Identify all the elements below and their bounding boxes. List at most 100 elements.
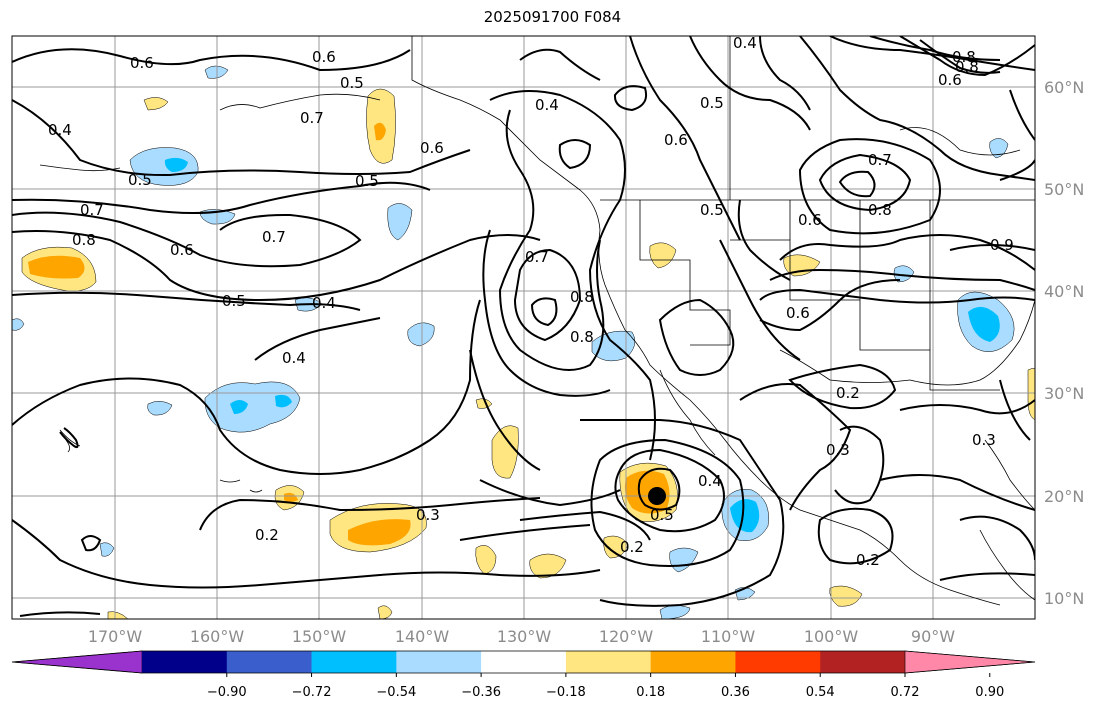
contour-label: 0.8	[72, 231, 96, 249]
contour-label: 0.9	[990, 236, 1014, 254]
colorbar-tick-label: 0.72	[891, 685, 920, 700]
contour-label: 0.4	[312, 294, 336, 312]
contour-label: 0.8	[868, 201, 892, 219]
contour-label: 0.8	[952, 48, 976, 66]
colorbar-segment	[142, 651, 228, 673]
colorbar-segment	[820, 651, 906, 673]
contour-label: 0.5	[222, 292, 246, 310]
shade-light-blue	[99, 542, 115, 557]
colorbar-tick-label: 0.54	[806, 685, 835, 700]
latitude-label: 40°N	[1044, 282, 1084, 301]
contour-label: 0.5	[650, 506, 674, 524]
contour-label: 0.6	[786, 304, 810, 322]
shade-light-blue	[147, 401, 173, 416]
shade-light-yellow	[475, 545, 497, 575]
colorbar-segment	[226, 651, 313, 673]
shade-light-yellow	[1027, 368, 1035, 420]
colorbar-tick-label: −0.18	[546, 685, 586, 700]
graticule	[12, 36, 1035, 619]
map-frame	[11, 35, 1036, 620]
contour-label: 0.2	[255, 526, 279, 544]
contour-label: 0.6	[130, 54, 154, 72]
contour-label: 0.3	[826, 441, 850, 459]
colorbar-tick-label: −0.36	[461, 685, 501, 700]
colorbar-extend-max	[904, 650, 1036, 674]
contour-label: 0.6	[938, 71, 962, 89]
contour-label: 0.8	[955, 58, 979, 76]
contour-label: 0.6	[664, 131, 688, 149]
longitude-label: 120°W	[599, 627, 654, 646]
shade-orange	[284, 492, 298, 502]
shade-blue	[968, 306, 1000, 342]
colorbar-extend-min	[11, 650, 143, 674]
shade-light-yellow	[107, 611, 129, 619]
colorbar-tick-label: 0.36	[721, 685, 750, 700]
latitude-axis: 60°N 50°N 40°N 30°N 20°N 10°N	[1044, 78, 1084, 608]
contour-labels: 0.6 0.6 0.5 0.4 0.7 0.6 0.5 0.5 0.7 0.7 …	[48, 34, 1014, 569]
map-panel: 0.6 0.6 0.5 0.4 0.7 0.6 0.5 0.5 0.7 0.7 …	[12, 34, 1035, 619]
shade-light-yellow	[603, 535, 629, 559]
longitude-label: 130°W	[497, 627, 552, 646]
colorbar-segment	[311, 651, 397, 673]
contour-label: 0.2	[620, 538, 644, 556]
longitude-label: 100°W	[804, 627, 859, 646]
latitude-label: 30°N	[1044, 384, 1084, 403]
contour-label: 0.5	[128, 171, 152, 189]
latitude-label: 10°N	[1044, 589, 1084, 608]
longitude-label: 150°W	[292, 627, 347, 646]
colorbar-tick-label: −0.90	[207, 685, 247, 700]
longitude-label: 90°W	[911, 627, 955, 646]
shade-light-blue	[407, 322, 435, 347]
contour-label: 0.6	[170, 241, 194, 259]
shade-light-yellow	[649, 242, 677, 269]
contour-label: 0.5	[700, 94, 724, 112]
contour-label: 0.7	[868, 151, 892, 169]
contour-label: 0.4	[282, 349, 306, 367]
chart-title: 2025091700 F084	[483, 8, 622, 26]
contour-label: 0.8	[570, 328, 594, 346]
shade-orange	[374, 122, 386, 141]
contour-label: 0.5	[355, 172, 379, 190]
colorbar-segment	[565, 651, 652, 673]
contour-label: 0.7	[80, 201, 104, 219]
longitude-axis: 170°W 160°W 150°W 140°W 130°W 120°W 110°…	[88, 627, 955, 646]
shade-blue	[164, 157, 188, 172]
shade-orange	[28, 255, 85, 279]
shade-blue	[230, 394, 292, 414]
contour-label: 0.3	[972, 431, 996, 449]
shade-orange	[348, 519, 411, 546]
contour-label: 0.6	[312, 48, 336, 66]
colorbar: −0.90 −0.72 −0.54 −0.36 −0.18 0.18 0.36 0.54 0.7…	[11, 650, 1036, 700]
contour-label: 0.2	[856, 551, 880, 569]
colorbar-tick-label: −0.72	[292, 685, 332, 700]
colorbar-tick-label: −0.54	[376, 685, 416, 700]
contour-label: 0.4	[698, 472, 722, 490]
contour-label: 0.3	[416, 506, 440, 524]
shade-blue	[730, 499, 760, 533]
shade-light-blue	[12, 318, 25, 331]
colorbar-tick-label: 0.90	[975, 685, 1004, 700]
contour-label: 0.4	[733, 34, 757, 52]
contour-label: 0.5	[700, 201, 724, 219]
colorbar-outline	[11, 650, 1036, 674]
shade-light-yellow	[529, 553, 567, 579]
shade-light-blue	[989, 138, 1009, 159]
contour-label: 0.7	[300, 109, 324, 127]
contour-label: 0.8	[570, 288, 594, 306]
latitude-label: 60°N	[1044, 78, 1084, 97]
contour-label: 0.7	[525, 248, 549, 266]
shade-light-yellow	[143, 97, 169, 111]
contours	[12, 36, 1035, 617]
shade-light-blue	[893, 265, 915, 283]
contour-label: 0.5	[340, 74, 364, 92]
contour-label: 0.4	[48, 121, 72, 139]
contour-label: 0.6	[798, 211, 822, 229]
colorbar-segment	[650, 651, 736, 673]
contour-label: 0.6	[420, 139, 444, 157]
colorbar-tick-label: 0.18	[636, 685, 665, 700]
longitude-label: 160°W	[190, 627, 245, 646]
colorbar-segment	[481, 651, 567, 673]
longitude-label: 170°W	[88, 627, 143, 646]
colorbar-segment	[735, 651, 821, 673]
